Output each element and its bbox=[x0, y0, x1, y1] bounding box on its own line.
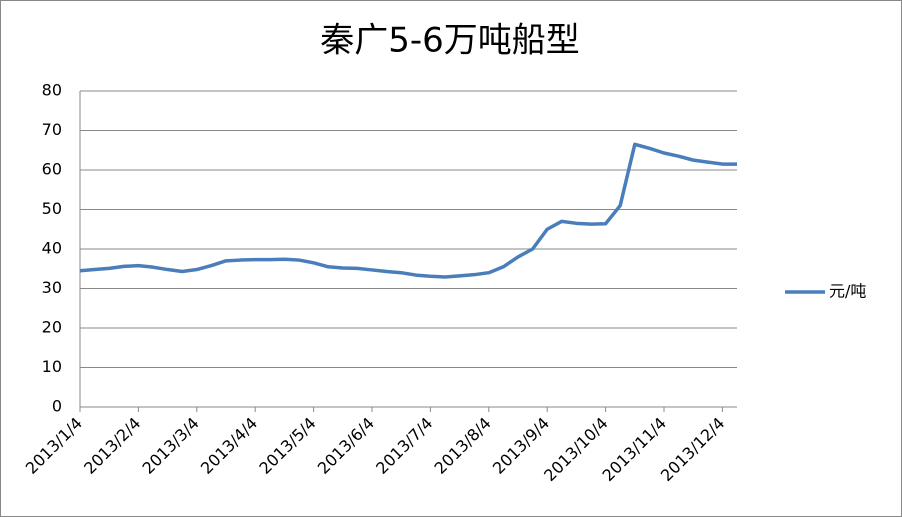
line bbox=[79, 142, 737, 279]
y-tick-label: 70 bbox=[42, 120, 62, 139]
y-tick-label: 30 bbox=[42, 278, 62, 297]
y-tick-label: 80 bbox=[42, 81, 62, 100]
chart-title: 秦广5-6万吨船型 bbox=[320, 21, 580, 61]
legend-label: 元/吨 bbox=[829, 282, 866, 301]
y-tick-label: 60 bbox=[42, 160, 62, 179]
y-tick-label: 50 bbox=[42, 199, 62, 218]
y-tick-label: 10 bbox=[42, 357, 62, 376]
y-tick-label: 20 bbox=[42, 318, 62, 337]
y-tick-label: 0 bbox=[52, 397, 62, 416]
y-tick-label: 40 bbox=[42, 239, 62, 258]
